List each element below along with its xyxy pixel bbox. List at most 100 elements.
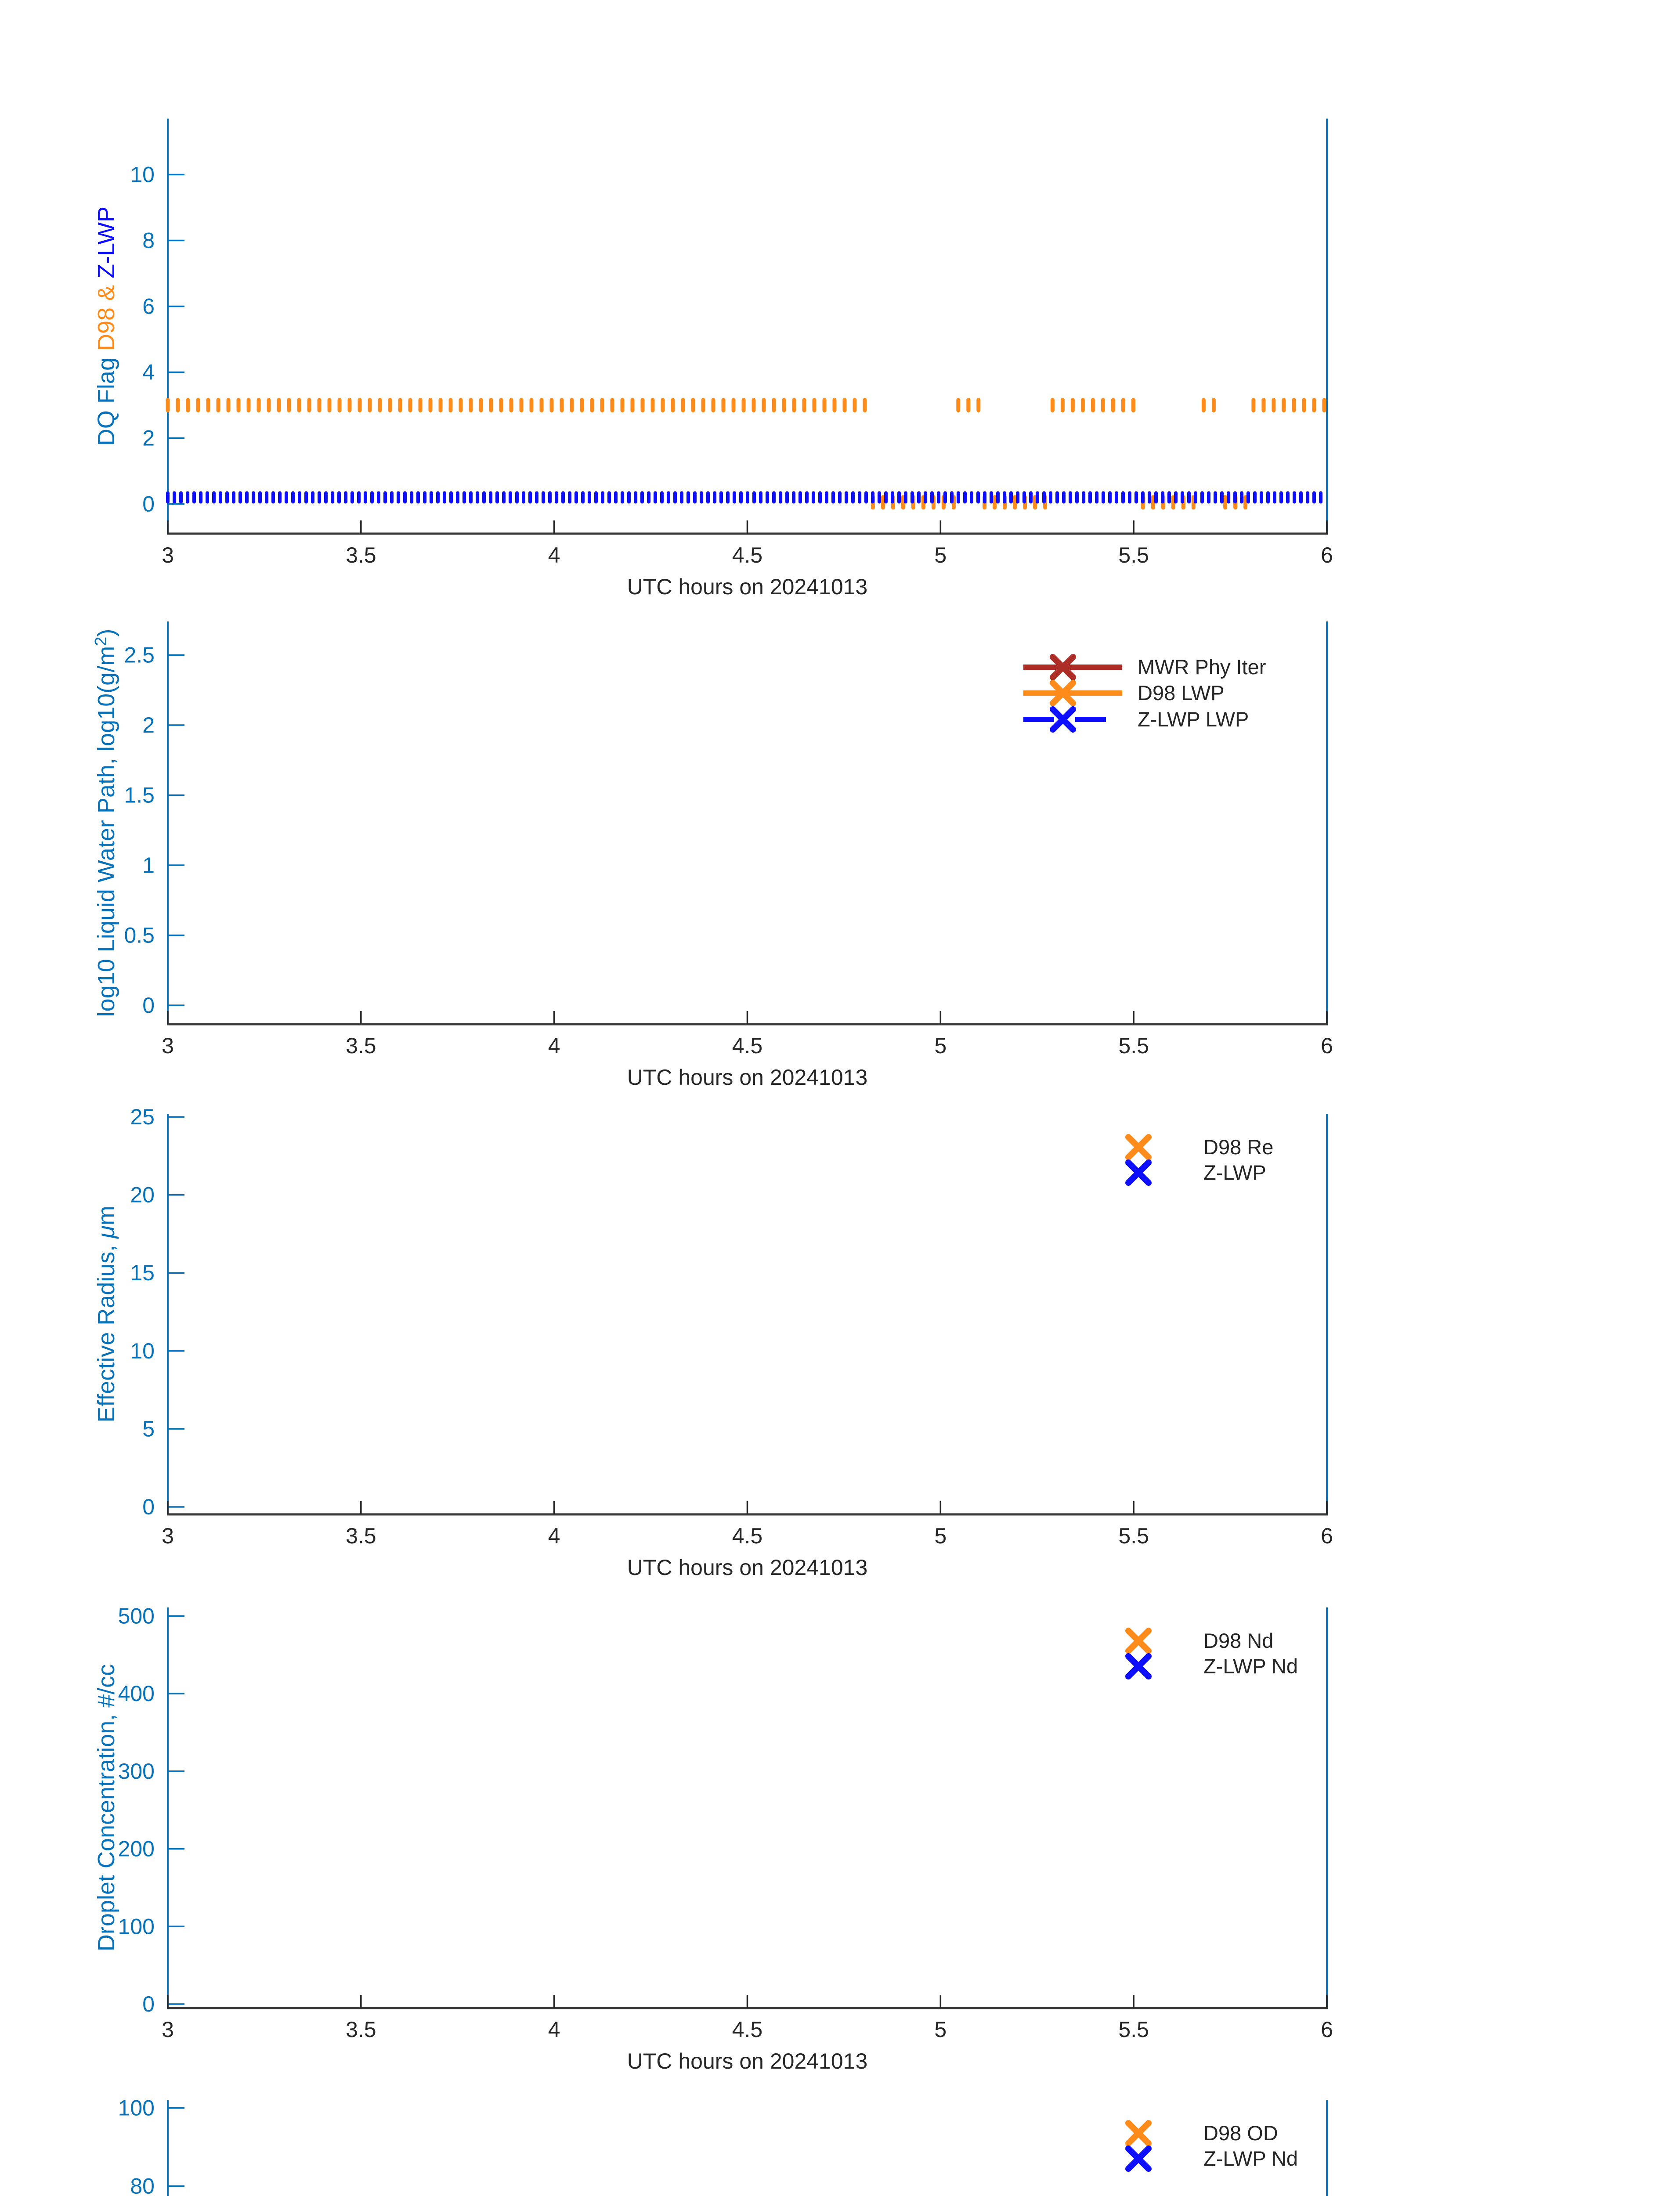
y-tick-label: 400	[118, 1681, 155, 1706]
x-tick-label: 5	[934, 2017, 947, 2042]
legend-x-marker	[1125, 1653, 1152, 1680]
x-tick-label: 4.5	[732, 1033, 763, 1058]
x-tick-label: 4	[548, 543, 560, 567]
y-tick-label: 2.5	[124, 643, 155, 668]
series-d98-dq-flag-3	[166, 398, 1326, 412]
y-tick-label: 4	[142, 360, 155, 385]
y-tick-label: 15	[130, 1261, 155, 1285]
y-axis-label: DQ Flag D98 & Z-LWP	[93, 206, 119, 446]
series-segment	[166, 491, 1322, 504]
y-tick-label: 0	[142, 1992, 155, 2016]
legend-x-marker	[1050, 654, 1076, 680]
legend-x-marker	[1050, 706, 1076, 733]
legend-label: Z-LWP LWP	[1138, 708, 1249, 731]
x-tick-label: 3	[162, 2017, 174, 2042]
x-tick-label: 4.5	[732, 1524, 763, 1548]
y-tick-label: 100	[118, 1914, 155, 1939]
y-axis-label: Effective Radius, μm	[93, 1206, 119, 1423]
series-segment	[956, 398, 981, 412]
series-segment	[1050, 398, 1135, 412]
y-tick-label: 80	[130, 2174, 155, 2196]
y-tick-label: 2	[142, 713, 155, 737]
series-segment	[1201, 398, 1216, 412]
legend-label: D98 OD	[1203, 2121, 1278, 2145]
x-tick-label: 3.5	[346, 1524, 376, 1548]
y-axis-label: log10 Liquid Water Path, log10(g/m2)	[92, 629, 119, 1017]
x-tick-label: 4	[548, 1524, 560, 1548]
y-tick-label: 2	[142, 426, 155, 451]
x-tick-label: 3.5	[346, 2017, 376, 2042]
x-tick-label: 6	[1321, 2017, 1333, 2042]
x-axis-label: UTC hours on 20241013	[627, 1065, 868, 1090]
x-tick-label: 3.5	[346, 543, 376, 567]
x-tick-label: 4.5	[732, 2017, 763, 2042]
legend-label: MWR Phy Iter	[1138, 655, 1266, 679]
legend-x-marker	[1125, 1628, 1152, 1654]
x-tick-label: 6	[1321, 1524, 1333, 1548]
x-tick-label: 3	[162, 543, 174, 567]
chart-liquid-water-path: 0 0.5 1 1.5 2 2.5 3 3.5 4 4.5 5 5.5 6 UTC hours on 20…	[92, 621, 1333, 1090]
x-tick-label: 5	[934, 1033, 947, 1058]
x-axis-label: UTC hours on 20241013	[627, 574, 868, 599]
legend-label: D98 Nd	[1203, 1629, 1273, 1652]
x-tick-label: 6	[1321, 543, 1333, 567]
y-tick-label: 20	[130, 1183, 155, 1207]
y-tick-label: 100	[118, 2096, 155, 2120]
series-segment	[1251, 398, 1326, 412]
x-tick-label: 3	[162, 1524, 174, 1548]
x-tick-label: 3	[162, 1033, 174, 1058]
legend: D98 ReZ-LWP	[1125, 1134, 1273, 1186]
x-tick-label: 5.5	[1118, 1033, 1149, 1058]
legend: D98 ODZ-LWP Nd	[1125, 2120, 1298, 2172]
x-tick-label: 5.5	[1118, 1524, 1149, 1548]
chart-effective-radius: 0 5 10 15 20 25 3 3.5 4 4.5 5 5.5 6 UTC hours on 2024…	[93, 1105, 1333, 1580]
x-axis-label: UTC hours on 20241013	[627, 2049, 868, 2073]
legend-label: D98 Re	[1203, 1135, 1273, 1159]
x-tick-label: 4	[548, 2017, 560, 2042]
y-tick-label: 0.5	[124, 923, 155, 947]
x-tick-label: 5.5	[1118, 2017, 1149, 2042]
y-tick-label: 10	[130, 1339, 155, 1363]
y-tick-label: 10	[130, 163, 155, 187]
legend-label: D98 LWP	[1138, 681, 1225, 704]
y-tick-label: 0	[142, 993, 155, 1018]
y-tick-label: 8	[142, 228, 155, 253]
legend: D98 NdZ-LWP Nd	[1125, 1628, 1298, 1680]
series-z-lwp-dq-flag-0-2	[166, 491, 1322, 504]
y-tick-label: 1.5	[124, 783, 155, 808]
x-axis-label: UTC hours on 20241013	[627, 1555, 868, 1580]
y-tick-label: 25	[130, 1105, 155, 1129]
legend-x-marker	[1125, 2120, 1152, 2146]
legend-x-marker	[1125, 1159, 1152, 1186]
legend-label: Z-LWP Nd	[1203, 2147, 1298, 2170]
chart-dq-flag: 0 2 4 6 8 10 3 3.5 4 4.5 5 5.5 6 UTC hours on 2024101…	[93, 119, 1333, 599]
y-tick-label: 6	[142, 294, 155, 319]
x-tick-label: 4.5	[732, 543, 763, 567]
legend-label: Z-LWP Nd	[1203, 1654, 1298, 1678]
x-tick-label: 4	[548, 1033, 560, 1058]
y-axis-label: Droplet Concentration, #/cc	[93, 1664, 119, 1951]
y-tick-label: 200	[118, 1837, 155, 1861]
legend-x-marker	[1050, 680, 1076, 706]
x-tick-label: 5	[934, 543, 947, 567]
y-tick-label: 1	[142, 853, 155, 878]
x-tick-label: 6	[1321, 1033, 1333, 1058]
legend-label: Z-LWP	[1203, 1161, 1266, 1184]
legend-x-marker	[1125, 2145, 1152, 2172]
y-tick-label: 300	[118, 1759, 155, 1784]
y-tick-label: 500	[118, 1604, 155, 1628]
chart-droplet-concentration: 0 100 200 300 400 500 3 3.5 4 4.5 5 5.5 6 UTC hours o…	[93, 1604, 1333, 2073]
legend-x-marker	[1125, 1134, 1152, 1160]
y-tick-label: 5	[142, 1416, 155, 1441]
x-tick-label: 5	[934, 1524, 947, 1548]
y-tick-label: 0	[142, 1495, 155, 1519]
x-tick-label: 5.5	[1118, 543, 1149, 567]
y-tick-label: 0	[142, 492, 155, 516]
series-segment	[166, 398, 867, 412]
x-tick-label: 3.5	[346, 1033, 376, 1058]
